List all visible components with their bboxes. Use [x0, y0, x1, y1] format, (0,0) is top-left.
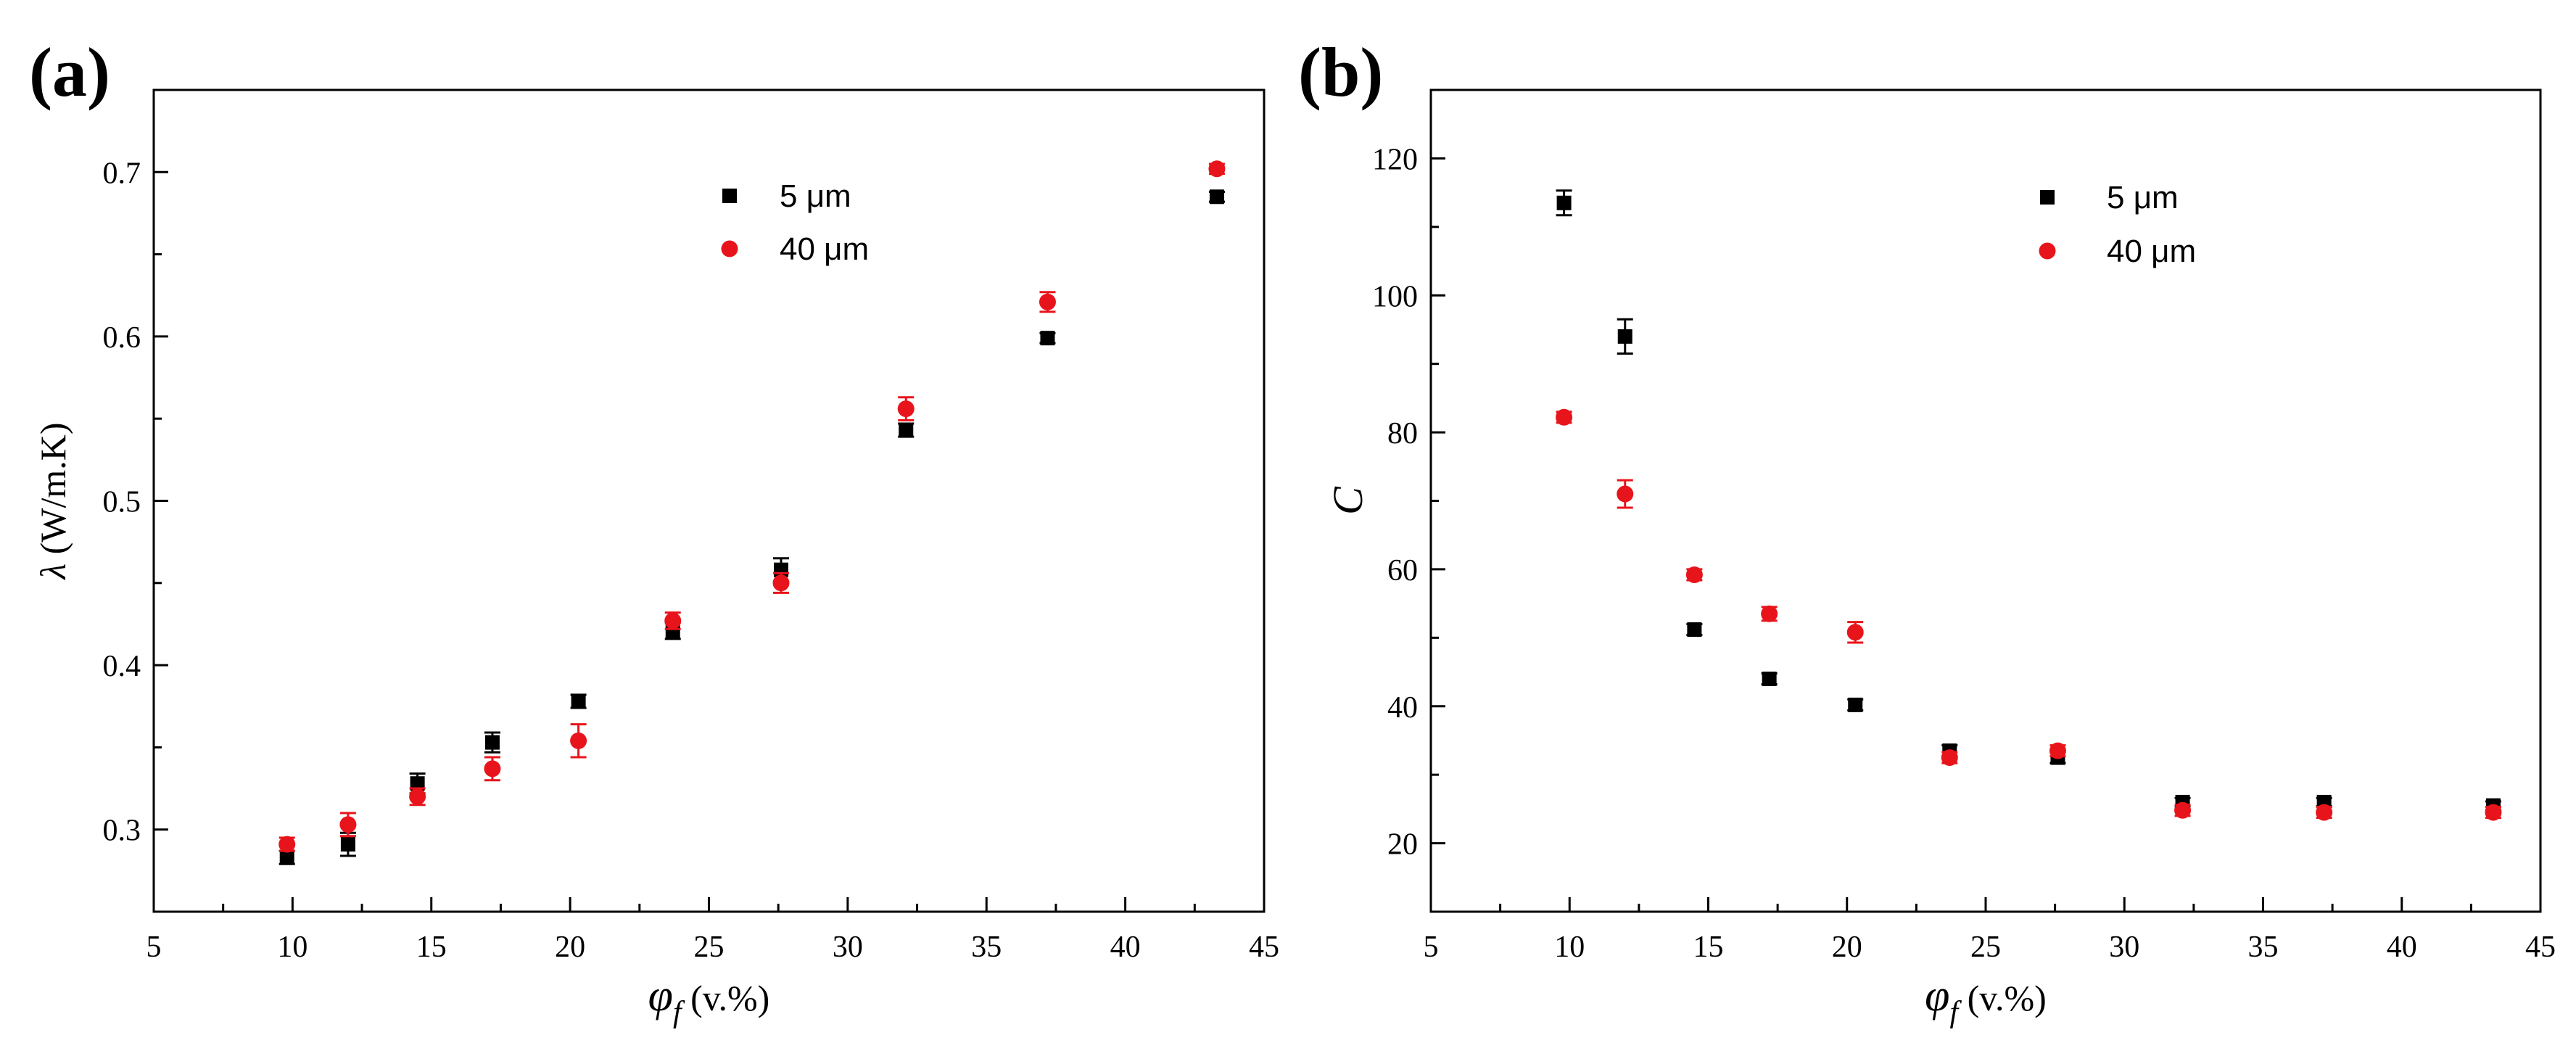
panel-label: (b) [1298, 33, 1383, 111]
y-tick-label: 40 [1387, 691, 1418, 725]
panel-label: (a) [29, 33, 110, 111]
data-point [2049, 742, 2066, 759]
legend-label: 40 μm [780, 231, 869, 267]
x-axis-label: φf (v.%) [648, 971, 770, 1029]
data-point [1556, 195, 1572, 210]
legend-label: 5 μm [780, 178, 851, 214]
x-tick-label: 40 [2387, 931, 2417, 964]
data-point [279, 850, 294, 865]
x-tick-label: 35 [2248, 931, 2279, 964]
panel-b: (b) 5 10 15 20 25 30 35 40 45 20 40 60 80 100 120 φf (v.… [1298, 33, 2556, 1029]
data-point [571, 693, 586, 709]
legend-marker [722, 189, 737, 203]
data-point [409, 788, 426, 805]
data-point [340, 837, 355, 852]
legend-label: 40 μm [2107, 234, 2196, 269]
y-axis-label: C [1324, 486, 1371, 515]
data-point [1039, 293, 1056, 310]
y-tick-label: 0.4 [103, 650, 141, 683]
x-tick-label: 30 [833, 931, 863, 964]
data-point [1208, 160, 1226, 178]
data-point [1040, 331, 1055, 346]
x-tick-label: 25 [1970, 931, 2001, 964]
legend-marker [2040, 190, 2055, 205]
x-tick-label: 20 [1832, 931, 1862, 964]
data-point [570, 732, 587, 749]
legend-label: 5 μm [2107, 180, 2179, 215]
data-point [664, 612, 682, 630]
x-axis-symbol: φ [648, 971, 673, 1020]
data-point [1209, 189, 1224, 205]
x-tick-label: 15 [416, 931, 447, 964]
series-1 [278, 189, 1225, 865]
x-axis-symbol: φ [1925, 971, 1949, 1020]
x-axis-label: φf (v.%) [1925, 971, 2047, 1029]
y-tick-label: 60 [1387, 554, 1418, 587]
data-point [410, 776, 425, 791]
x-tick-label: 10 [277, 931, 307, 964]
legend: 5 μm 40 μm [2039, 180, 2196, 269]
y-axis-symbol: λ [33, 564, 73, 581]
y-tick-label: 20 [1387, 828, 1418, 862]
y-axis-label: λ (W/m.K) [33, 422, 73, 580]
data-point [772, 574, 790, 592]
data-point [1941, 749, 1958, 767]
y-tick-label: 0.5 [103, 486, 141, 519]
x-tick-label: 25 [694, 931, 724, 964]
series-1 [1556, 189, 2501, 813]
data-point [1687, 622, 1702, 638]
x-axis-unit: (v.%) [682, 978, 770, 1018]
data-point [484, 735, 500, 750]
data-point [1762, 671, 1777, 686]
x-axis-unit: (v.%) [1958, 978, 2047, 1018]
data-point [484, 760, 501, 778]
y-tick-label: 0.3 [103, 815, 141, 848]
y-tick-label: 100 [1372, 280, 1418, 313]
x-tick-label: 5 [146, 931, 162, 964]
y-tick-label: 80 [1387, 417, 1418, 450]
y-tick-label: 0.6 [103, 321, 141, 355]
legend-marker [721, 240, 738, 257]
x-tick-label: 40 [1110, 931, 1141, 964]
x-tick-label: 30 [2109, 931, 2139, 964]
plot-frame [152, 88, 1266, 913]
plot-frame [1429, 88, 2542, 913]
x-tick-label: 20 [555, 931, 585, 964]
legend: 5 μm 40 μm [721, 178, 869, 267]
x-tick-label: 45 [2525, 931, 2556, 964]
x-tick-label: 15 [1693, 931, 1724, 964]
x-tick-label: 5 [1424, 931, 1439, 964]
panel-a: (a) 5 10 15 20 25 30 35 40 45 0.3 0.4 0.5 0.6 0.7 φf (v… [29, 33, 1279, 1029]
y-tick-label: 0.7 [103, 157, 141, 190]
data-point [897, 400, 915, 418]
data-point [1556, 408, 1573, 426]
data-point [2316, 804, 2333, 821]
x-tick-label: 10 [1554, 931, 1585, 964]
y-tick-label: 120 [1372, 143, 1418, 176]
data-point [2485, 804, 2502, 821]
data-point [899, 423, 914, 438]
data-point [1761, 605, 1778, 622]
legend-marker [2039, 242, 2056, 260]
y-axis-symbol: C [1324, 486, 1371, 515]
y-axis-unit: (W/m.K) [33, 422, 73, 563]
data-point [278, 836, 296, 853]
data-point [1617, 329, 1632, 344]
x-tick-label: 45 [1249, 931, 1279, 964]
series-2 [278, 160, 1226, 853]
data-point [339, 816, 357, 833]
data-point [1617, 485, 1634, 503]
series-2 [1556, 408, 2502, 821]
x-tick-label: 35 [971, 931, 1002, 964]
data-point [1846, 624, 1864, 641]
data-point [1848, 697, 1863, 712]
data-point [2174, 801, 2192, 819]
data-point [1685, 566, 1703, 583]
